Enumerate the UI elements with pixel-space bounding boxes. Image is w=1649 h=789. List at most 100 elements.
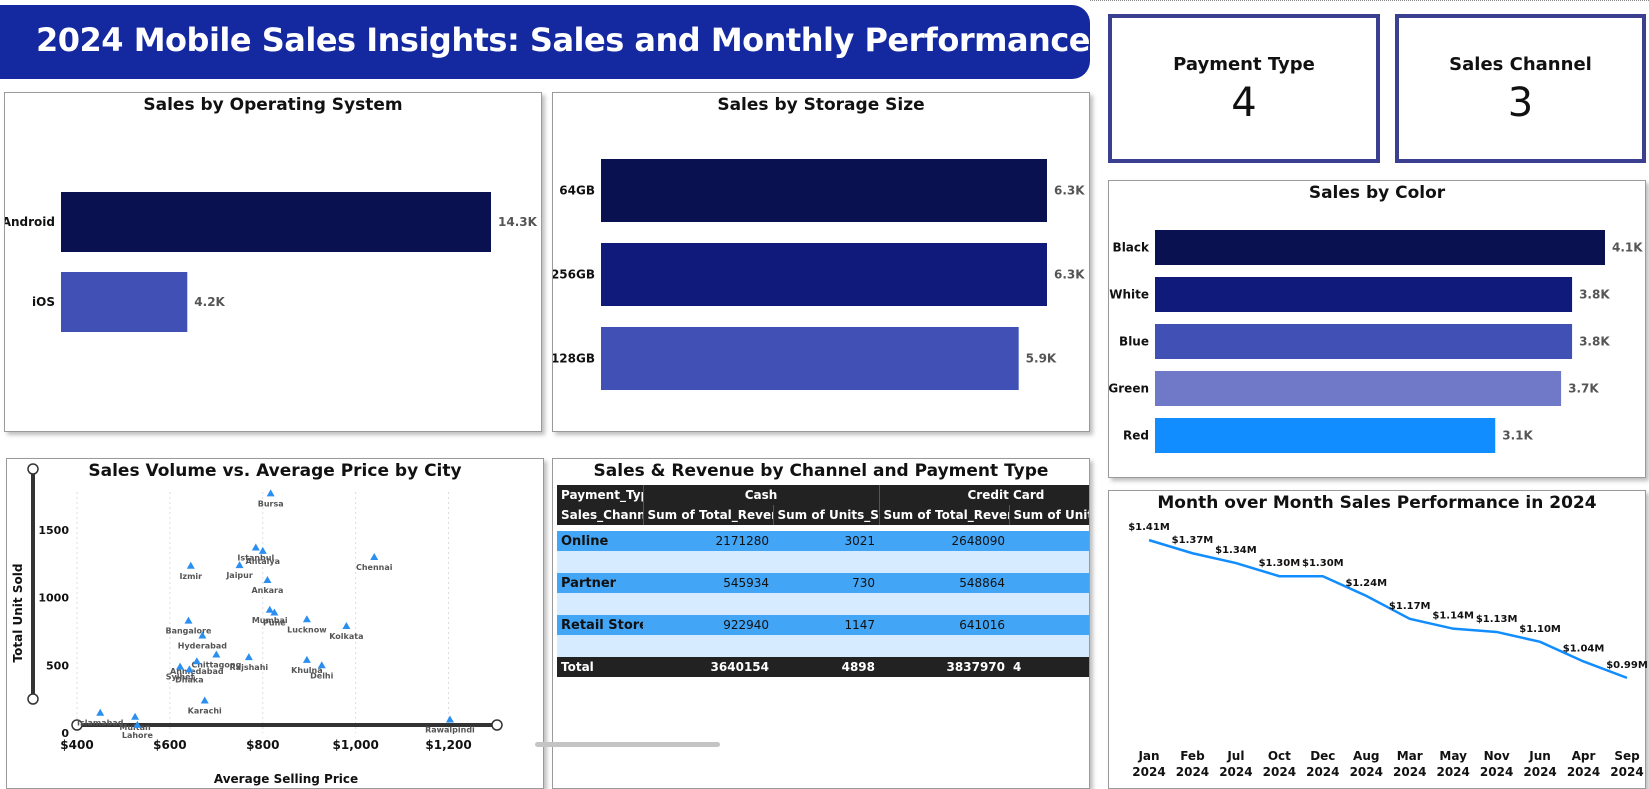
total-cell: 4898 [773,657,879,677]
city-label: Pune [263,619,286,628]
data-label: $1.30M [1259,558,1301,569]
city-label: Ankara [251,586,283,595]
city-label: Chittagong [191,660,241,669]
bar-value-label: 3.8K [1579,288,1610,302]
bar-value-label: 14.3K [498,215,538,229]
x-tick-label: Dec [1310,749,1335,763]
sales-revenue-matrix[interactable]: Payment_Type Cash Credit Card Sales_Chan… [557,485,1089,677]
scatter-point-pune [270,608,279,616]
chart-title: Sales Volume vs. Average Price by City [88,461,462,481]
scatter-point-delhi [317,661,326,669]
matrix-spacer [557,635,1089,657]
table-row[interactable]: Partner 545934 730 548864 [557,573,1089,593]
matrix-header-cell[interactable]: Sales_Channel [557,505,644,525]
x-tick-label: 2024 [1132,765,1165,779]
x-tick-label: $800 [246,738,279,752]
total-cell: 3837970 [879,657,1009,677]
matrix-header-cell[interactable]: Credit Card [879,485,1089,505]
scatter-point-chittagong [212,650,221,658]
scatter-point-ahmedabad [192,657,201,665]
scatter-point-antalya [258,546,267,554]
matrix-header-cell[interactable]: Sum of Units_ [1009,505,1089,525]
value-cell: 548864 [879,573,1009,593]
storage-chart-panel[interactable]: Sales by Storage Size 64GB 6.3K 256GB 6.3K 1… [552,92,1090,432]
matrix-header-cell[interactable]: Sum of Total_Revenue [643,505,774,525]
bar-black [1155,230,1605,265]
storage-bar-chart: 64GB 6.3K 256GB 6.3K 128GB 5.9K [553,159,1085,390]
table-row[interactable]: Retail Store 922940 1147 641016 [557,615,1089,635]
bar-value-label: 3.8K [1579,335,1610,349]
x-tick-label: 2024 [1436,765,1469,779]
x-tick-label: 2024 [1610,765,1643,779]
value-cell: 641016 [879,615,1009,635]
matrix-spacer [557,525,1089,531]
data-label: $1.24M [1345,578,1387,589]
matrix-total-row[interactable]: Total 3640154 4898 3837970 4 [557,657,1089,677]
x-tick-label: Aug [1353,749,1379,763]
city-label: Hyderabad [178,642,228,651]
value-cell [1009,573,1089,593]
os-bar-chart: Android 14.3K iOS 4.2K [5,192,538,332]
x-tick-label: $600 [153,738,186,752]
x-tick-label: 2024 [1263,765,1296,779]
x-tick-label: $400 [60,738,93,752]
bar-blue [1155,324,1573,359]
color-bar-chart: Black 4.1K White 3.8K Blue 3.8K Green 3.7K Red 3.… [1109,230,1643,453]
channel-cell: Online [557,531,643,551]
x-tick-label: May [1439,749,1467,763]
city-label: Jaipur [225,571,253,580]
matrix-header-cell[interactable]: Sum of Units_Sold [773,505,880,525]
matrix-header-cell[interactable]: Cash [643,485,880,505]
color-chart-panel[interactable]: Sales by Color Black 4.1K White 3.8K Blue 3.8… [1108,180,1646,478]
value-cell: 545934 [643,573,773,593]
data-label: $1.37M [1172,535,1214,546]
city-label: Delhi [310,671,334,680]
value-cell [1009,615,1089,635]
scatter-point-lahore [133,720,142,728]
x-tick-label: Jul [1226,749,1244,763]
data-label: $0.99M [1606,660,1647,671]
bar-white [1155,277,1573,312]
kpi-label: Sales Channel [1449,54,1592,75]
scatter-chart-panel[interactable]: Sales Volume vs. Average Price by City $… [6,458,544,789]
kpi-card-payment-type[interactable]: Payment Type 4 [1108,14,1380,163]
city-label: Rajshahi [230,663,269,672]
kpi-card-sales-channel[interactable]: Sales Channel 3 [1395,14,1646,163]
city-label: Karachi [188,707,222,716]
kpi-label: Payment Type [1173,54,1315,75]
matrix-header-cell[interactable]: Sum of Total_Revenue [879,505,1010,525]
bar-android [61,192,491,252]
city-label: Rawalpindi [425,725,475,734]
scatter-point-mumbai [265,605,274,613]
city-label: Istanbul [237,554,274,563]
bar-category-label: 256GB [553,268,595,282]
table-row[interactable]: Online 2171280 3021 2648090 [557,531,1089,551]
total-cell: 4 [1009,657,1089,677]
city-label: Islamabad [77,719,124,728]
bar-value-label: 6.3K [1054,268,1085,282]
x-tick-label: Jun [1528,749,1551,763]
mom-chart-panel[interactable]: Month over Month Sales Performance in 20… [1108,490,1647,789]
city-label: Kolkata [329,632,363,641]
value-cell: 730 [773,573,879,593]
scatter-point-chennai [370,552,379,560]
matrix-header-cell[interactable]: Payment_Type [557,485,644,505]
x-tick-label: Nov [1484,749,1510,763]
x-axis-label: Average Selling Price [214,772,358,786]
city-label: Mumbai [252,616,288,625]
matrix-panel[interactable]: Sales & Revenue by Channel and Payment T… [552,458,1090,789]
city-label: Khulna [291,666,322,675]
scatter-point-rajshahi [244,653,253,661]
kpi-value: 3 [1507,80,1534,126]
chart-title: Month over Month Sales Performance in 20… [1157,493,1597,513]
matrix-horizontal-scrollbar[interactable] [535,742,720,747]
data-label: $1.17M [1389,601,1431,612]
scatter-point-ankara [263,576,272,584]
scatter-point-multan [131,712,140,720]
bar-red [1155,418,1496,453]
os-chart-panel[interactable]: Sales by Operating System Android 14.3K iO… [4,92,542,432]
x-tick-label: Feb [1180,749,1205,763]
bar-category-label: Android [5,215,55,229]
bar-category-label: 64GB [559,184,595,198]
bar-64gb [601,159,1047,222]
